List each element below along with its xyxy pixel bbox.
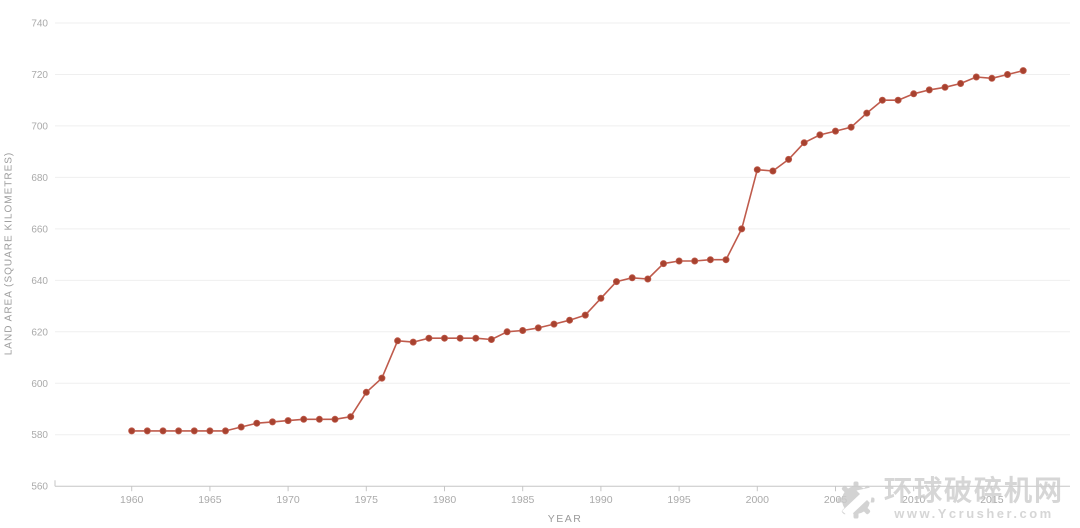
series-line — [131, 69, 1024, 432]
data-point[interactable] — [769, 167, 777, 175]
data-point[interactable] — [941, 83, 949, 91]
x-tick-label: 1975 — [355, 494, 379, 506]
data-point[interactable] — [566, 316, 574, 324]
data-point[interactable] — [362, 388, 370, 396]
data-point[interactable] — [863, 109, 871, 117]
x-axis-title: YEAR — [547, 513, 583, 525]
data-point[interactable] — [425, 334, 433, 342]
data-point[interactable] — [832, 127, 840, 135]
data-point[interactable] — [753, 166, 761, 174]
data-point[interactable] — [300, 415, 308, 423]
data-point[interactable] — [675, 257, 683, 265]
x-tick-label: 2015 — [980, 494, 1004, 506]
x-tick-label: 2005 — [824, 494, 848, 506]
data-point[interactable] — [143, 427, 151, 435]
x-tick-label: 1960 — [120, 494, 144, 506]
data-point[interactable] — [597, 294, 605, 302]
data-point[interactable] — [378, 374, 386, 382]
data-point[interactable] — [691, 257, 699, 265]
data-point[interactable] — [800, 139, 808, 147]
x-tick-label: 1985 — [511, 494, 535, 506]
data-point[interactable] — [722, 256, 730, 264]
y-tick-label: 600 — [31, 379, 48, 390]
y-tick-label: 560 — [31, 482, 48, 493]
x-tick-label: 1965 — [198, 494, 222, 506]
data-point[interactable] — [628, 274, 636, 282]
data-point[interactable] — [394, 337, 402, 345]
data-point[interactable] — [472, 334, 480, 342]
data-point[interactable] — [581, 311, 589, 319]
data-point[interactable] — [878, 96, 886, 104]
data-point[interactable] — [128, 427, 136, 435]
data-point[interactable] — [785, 155, 793, 163]
y-tick-label: 680 — [31, 173, 48, 184]
data-point[interactable] — [159, 427, 167, 435]
data-point[interactable] — [613, 278, 621, 286]
data-point[interactable] — [910, 90, 918, 98]
y-axis-title: LAND AREA (SQUARE KILOMETRES) — [3, 151, 15, 356]
data-point[interactable] — [1004, 71, 1012, 79]
data-point[interactable] — [440, 334, 448, 342]
data-point[interactable] — [957, 80, 965, 88]
x-tick-label: 2000 — [746, 494, 770, 506]
data-point[interactable] — [816, 131, 824, 139]
data-point[interactable] — [1019, 67, 1027, 75]
x-tick-label: 2010 — [902, 494, 926, 506]
data-point[interactable] — [706, 256, 714, 264]
data-point[interactable] — [988, 74, 996, 82]
data-point[interactable] — [268, 418, 276, 426]
data-point[interactable] — [331, 415, 339, 423]
data-point[interactable] — [175, 427, 183, 435]
data-point[interactable] — [503, 328, 511, 336]
y-tick-label: 700 — [31, 121, 48, 132]
data-point[interactable] — [550, 320, 558, 328]
data-point[interactable] — [534, 324, 542, 332]
data-point[interactable] — [519, 326, 527, 334]
y-tick-label: 580 — [31, 430, 48, 441]
x-tick-label: 1995 — [667, 494, 691, 506]
data-point[interactable] — [660, 260, 668, 268]
data-point[interactable] — [487, 335, 495, 343]
data-point[interactable] — [206, 427, 214, 435]
y-tick-label: 720 — [31, 70, 48, 81]
y-tick-label: 640 — [31, 276, 48, 287]
x-tick-label: 1980 — [433, 494, 457, 506]
data-point[interactable] — [644, 275, 652, 283]
y-tick-label: 660 — [31, 224, 48, 235]
data-point[interactable] — [284, 417, 292, 425]
data-point[interactable] — [253, 419, 261, 427]
x-tick-label: 1990 — [589, 494, 613, 506]
y-tick-label: 740 — [31, 19, 48, 30]
data-point[interactable] — [315, 415, 323, 423]
data-point[interactable] — [237, 423, 245, 431]
data-point[interactable] — [925, 86, 933, 94]
data-point[interactable] — [190, 427, 198, 435]
data-point[interactable] — [738, 225, 746, 233]
y-tick-label: 620 — [31, 327, 48, 338]
data-point[interactable] — [221, 427, 229, 435]
x-tick-label: 1970 — [276, 494, 300, 506]
data-point[interactable] — [409, 338, 417, 346]
data-point[interactable] — [347, 413, 355, 421]
data-point[interactable] — [894, 96, 902, 104]
data-point[interactable] — [972, 73, 980, 81]
data-point[interactable] — [847, 123, 855, 131]
data-point[interactable] — [456, 334, 464, 342]
